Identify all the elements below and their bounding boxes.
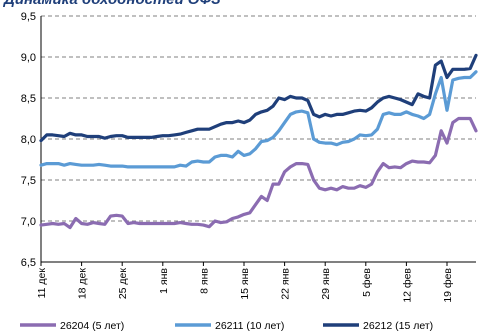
- x-tick-label: 19 фев: [442, 268, 454, 303]
- x-tick-label: 8 янв: [198, 268, 210, 294]
- x-tick-label: 25 дек: [117, 268, 129, 300]
- chart-title: Динамика доходностей ОФЗ: [4, 0, 221, 8]
- y-tick-label: 9,0: [21, 52, 36, 64]
- legend-label: 26204 (5 лет): [60, 320, 124, 331]
- legend-label: 26211 (10 лет): [215, 320, 284, 331]
- x-tick-label: 15 янв: [239, 268, 251, 300]
- y-tick-label: 8,5: [21, 93, 36, 105]
- series-line-1: [39, 116, 478, 230]
- x-tick-label: 11 дек: [36, 268, 48, 299]
- y-tick-label: 7,5: [21, 175, 36, 187]
- series-line-2: [39, 70, 478, 169]
- x-tick-label: 12 фев: [401, 268, 413, 303]
- y-tick-label: 7,0: [21, 216, 36, 228]
- y-tick-label: 8,0: [21, 134, 36, 146]
- x-tick-label: 1 янв: [158, 268, 170, 294]
- series-line-3: [39, 53, 478, 143]
- y-tick-label: 9,5: [21, 11, 36, 23]
- x-tick-label: 18 дек: [77, 268, 89, 300]
- y-tick-label: 6,5: [21, 257, 36, 269]
- x-tick-label: 22 янв: [280, 268, 292, 300]
- x-tick-label: 29 янв: [320, 268, 332, 300]
- legend-label: 26212 (15 лет): [363, 320, 433, 331]
- x-tick-label: 5 фев: [361, 268, 373, 297]
